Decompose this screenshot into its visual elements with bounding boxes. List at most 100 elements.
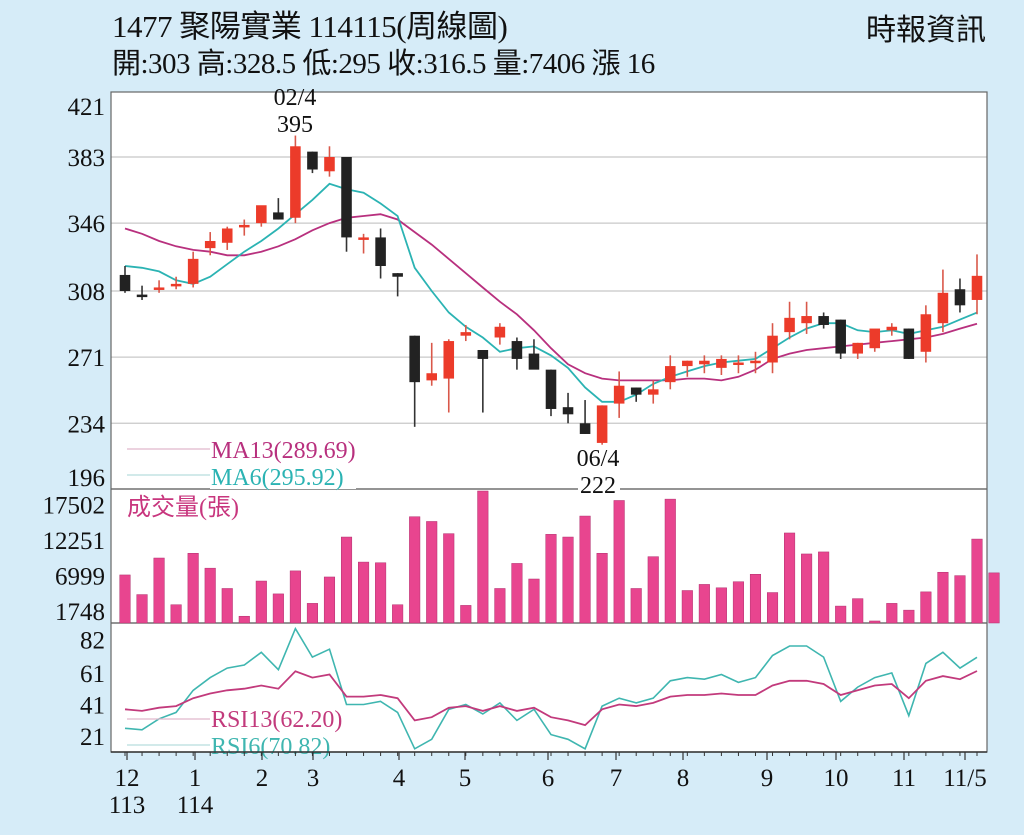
x-tick-year-label: 113 (109, 792, 146, 819)
candle-body (426, 373, 438, 381)
candle-body (307, 151, 318, 170)
volume-tick-label: 12251 (43, 528, 106, 555)
volume-title: 成交量(張) (127, 494, 239, 521)
candle-body (852, 342, 864, 354)
candle-body (494, 326, 506, 338)
volume-bar (732, 581, 744, 624)
volume-bar (340, 536, 353, 624)
candle-body (716, 358, 727, 368)
chart-title: 1477 聚陽實業 114115(周線圖) (112, 9, 508, 44)
volume-bar (579, 515, 591, 624)
source-label: 時報資訊 (866, 14, 986, 47)
price-tick-label: 196 (68, 465, 106, 492)
x-tick-label: 8 (677, 765, 690, 792)
candle-body (750, 360, 761, 364)
volume-bar (392, 604, 404, 624)
plot-background (111, 92, 987, 752)
candle-body (664, 366, 676, 383)
volume-bar (221, 588, 233, 624)
volume-bar (647, 556, 659, 624)
candle-body (238, 224, 250, 228)
x-tick-year-label: 114 (177, 792, 214, 819)
volume-bar (426, 521, 438, 624)
candle-body (256, 205, 267, 224)
candle-body (477, 349, 489, 359)
x-tick-label: 10 (824, 765, 849, 792)
volume-bar (153, 557, 165, 624)
candle-body (341, 157, 352, 238)
rsi-tick-label: 61 (80, 661, 105, 688)
volume-bar (528, 578, 540, 624)
candle-body (324, 157, 335, 172)
x-tick-label: 6 (542, 765, 555, 792)
ma6-line (124, 182, 978, 403)
volume-bar (238, 615, 250, 624)
volume-bar (494, 588, 506, 624)
volume-bar (988, 572, 1000, 624)
rsi-tick-label: 41 (80, 693, 105, 720)
x-tick-label: 1 (189, 765, 202, 792)
volume-bar (477, 490, 489, 624)
candle-body (869, 328, 881, 349)
volume-bar (255, 580, 267, 624)
volume-bar (698, 584, 710, 624)
candle-body (920, 314, 932, 352)
candle-body (204, 240, 216, 249)
volume-bar (306, 603, 318, 624)
volume-bar (937, 571, 949, 624)
candle-body (153, 287, 165, 290)
candle-body (647, 389, 659, 395)
candle-body (971, 275, 983, 300)
candle-body (290, 146, 301, 218)
volume-bar (886, 603, 898, 624)
volume-bar (289, 570, 301, 624)
candle-body (187, 258, 199, 284)
volume-bar (511, 563, 523, 624)
volume-bar (954, 575, 966, 624)
volume-bar (903, 609, 915, 624)
candle-body (221, 228, 233, 243)
x-tick-label: 11/5 (943, 765, 987, 792)
volume-bar (460, 605, 472, 624)
rsi13-legend: RSI13(62.20) (211, 707, 342, 733)
candle-body (954, 289, 966, 306)
price-tick-label: 234 (68, 411, 106, 438)
volume-bar (835, 605, 847, 624)
candle-body (613, 385, 625, 404)
volume-bar (443, 533, 455, 624)
candle-body (136, 294, 148, 298)
x-tick-label: 12 (115, 765, 140, 792)
candle-body (409, 335, 420, 383)
candle-body (511, 341, 523, 359)
volume-bar (272, 593, 284, 624)
volume-bar (323, 576, 336, 624)
volume-bar (596, 553, 608, 624)
volume-bar (749, 574, 762, 624)
volume-bar (852, 598, 864, 624)
volume-bar (136, 594, 148, 624)
low-value-label: 222 (580, 473, 616, 499)
candle-body (528, 353, 540, 370)
volume-bar (409, 516, 421, 624)
candle-body (886, 326, 898, 331)
volume-bar (920, 591, 932, 624)
candle-body (460, 332, 472, 336)
volume-bar (562, 536, 574, 624)
volume-bar (119, 574, 131, 624)
candle-body (596, 405, 608, 443)
volume-bar (375, 562, 387, 624)
x-tick-label: 3 (307, 765, 320, 792)
candle-body (767, 335, 778, 363)
x-tick-label: 9 (761, 765, 774, 792)
candle-body (119, 274, 131, 292)
candle-body (801, 316, 812, 324)
volume-bar (715, 587, 727, 624)
volume-bar (204, 567, 216, 624)
x-tick-label: 4 (393, 765, 406, 792)
volume-tick-label: 1748 (55, 599, 105, 626)
volume-bar (358, 561, 370, 624)
candle-body (375, 237, 386, 267)
volume-tick-label: 17502 (43, 493, 106, 520)
ma6-legend-bg (210, 466, 356, 489)
volume-bar (818, 551, 830, 624)
